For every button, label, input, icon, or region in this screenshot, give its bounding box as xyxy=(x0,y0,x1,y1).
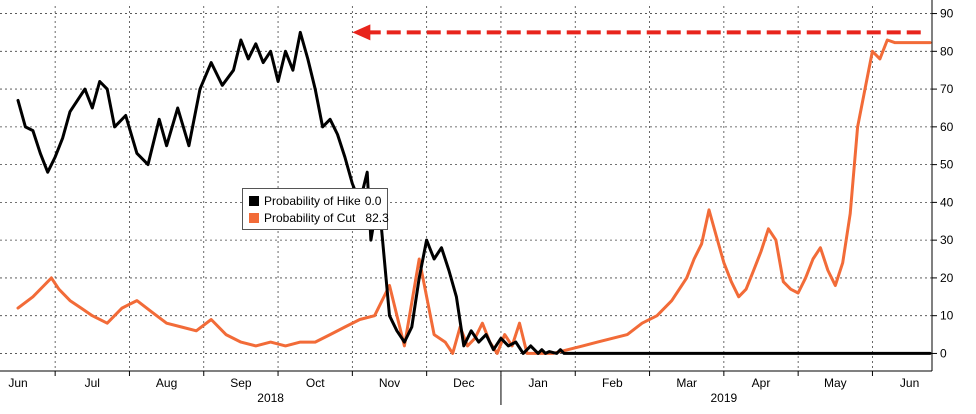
x-tick-label: Feb xyxy=(602,376,623,390)
y-tick-label: 40 xyxy=(940,195,954,209)
legend-swatch-hike xyxy=(249,196,259,206)
x-tick-label: Jul xyxy=(85,376,100,390)
legend: Probability of Hike 0.0 Probability of C… xyxy=(242,188,389,230)
y-tick-label: 60 xyxy=(940,120,954,134)
x-tick-label: Mar xyxy=(676,376,697,390)
x-tick-label: Dec xyxy=(453,376,474,390)
x-tick-label: Jun xyxy=(900,376,919,390)
legend-value-hike: 0.0 xyxy=(364,194,382,208)
x-tick-label: Nov xyxy=(379,376,400,390)
legend-entry-hike: Probability of Hike 0.0 xyxy=(249,193,381,209)
x-tick-label: Oct xyxy=(306,376,325,390)
y-tick-label: 70 xyxy=(940,82,954,96)
legend-label-hike: Probability of Hike xyxy=(264,194,361,208)
series-line-hike xyxy=(16,30,932,355)
legend-entry-cut: Probability of Cut 82.3 xyxy=(249,210,389,226)
year-label-2019: 2019 xyxy=(710,391,737,405)
x-tick-label: Apr xyxy=(752,376,771,390)
y-tick-label: 20 xyxy=(940,271,954,285)
x-tick-label: Jun xyxy=(8,376,27,390)
y-tick-label: 80 xyxy=(940,44,954,58)
y-tick-label: 90 xyxy=(940,7,954,21)
x-tick-label: May xyxy=(824,376,847,390)
year-label-2018: 2018 xyxy=(257,391,284,405)
y-tick-label: 0 xyxy=(940,346,947,360)
annotation-arrowhead xyxy=(352,24,371,41)
legend-label-cut: Probability of Cut xyxy=(264,211,356,225)
y-tick-label: 30 xyxy=(940,233,954,247)
x-tick-label: Jan xyxy=(528,376,547,390)
x-tick-label: Sep xyxy=(230,376,252,390)
x-tick-label: Aug xyxy=(156,376,177,390)
y-tick-label: 10 xyxy=(940,309,954,323)
legend-value-cut: 82.3 xyxy=(365,211,389,225)
legend-swatch-cut xyxy=(249,213,259,223)
y-tick-label: 50 xyxy=(940,158,954,172)
